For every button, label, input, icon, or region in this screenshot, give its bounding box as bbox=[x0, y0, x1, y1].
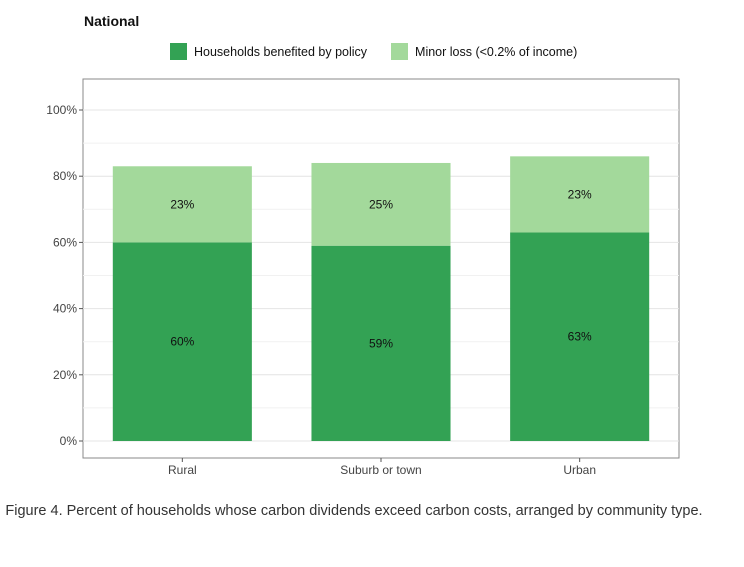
bar-segment bbox=[112, 242, 252, 441]
y-tick-label: 60% bbox=[53, 235, 77, 249]
y-tick-label: 100% bbox=[46, 103, 77, 117]
chart-title: National bbox=[84, 13, 140, 29]
data-label: 60% bbox=[170, 335, 194, 349]
x-tick-label: Urban bbox=[563, 463, 596, 477]
legend-label-minor-loss: Minor loss (<0.2% of income) bbox=[415, 44, 578, 59]
axes: 0% 20% 40% 60% 80% 100% Rural Suburb or town Urb… bbox=[46, 103, 596, 477]
figure-caption: Figure 4. Percent of households whose ca… bbox=[5, 503, 703, 519]
data-label: 23% bbox=[170, 197, 194, 211]
legend-label-benefited: Households benefited by policy bbox=[194, 44, 368, 59]
data-label: 63% bbox=[568, 330, 592, 344]
chart-plot: 60% 23% 59% 25% 63% 23% 0% 20% 40% 60% 80% 100% Rur… bbox=[46, 78, 680, 477]
y-tick-label: 20% bbox=[53, 368, 77, 382]
x-tick-label: Rural bbox=[168, 463, 197, 477]
bar-segment bbox=[510, 156, 650, 233]
x-tick-label: Suburb or town bbox=[340, 463, 421, 477]
bar-segment bbox=[311, 162, 451, 246]
bar-segment bbox=[112, 166, 252, 243]
data-label: 23% bbox=[568, 187, 592, 201]
bars: 60% 23% 59% 25% 63% 23% bbox=[112, 156, 650, 441]
bar-segment bbox=[510, 232, 650, 441]
legend: Households benefited by policy Minor los… bbox=[170, 43, 601, 60]
legend-swatch-minor-loss bbox=[391, 43, 409, 60]
y-tick-label: 40% bbox=[53, 302, 77, 316]
bar-segment bbox=[311, 245, 451, 441]
legend-item-benefited: Households benefited by policy bbox=[170, 43, 367, 60]
legend-item-minor-loss: Minor loss (<0.2% of income) bbox=[391, 43, 577, 60]
y-tick-label: 80% bbox=[53, 169, 77, 183]
data-label: 59% bbox=[369, 336, 393, 350]
data-label: 25% bbox=[369, 197, 393, 211]
legend-swatch-benefited bbox=[170, 43, 187, 60]
y-tick-label: 0% bbox=[60, 434, 78, 448]
